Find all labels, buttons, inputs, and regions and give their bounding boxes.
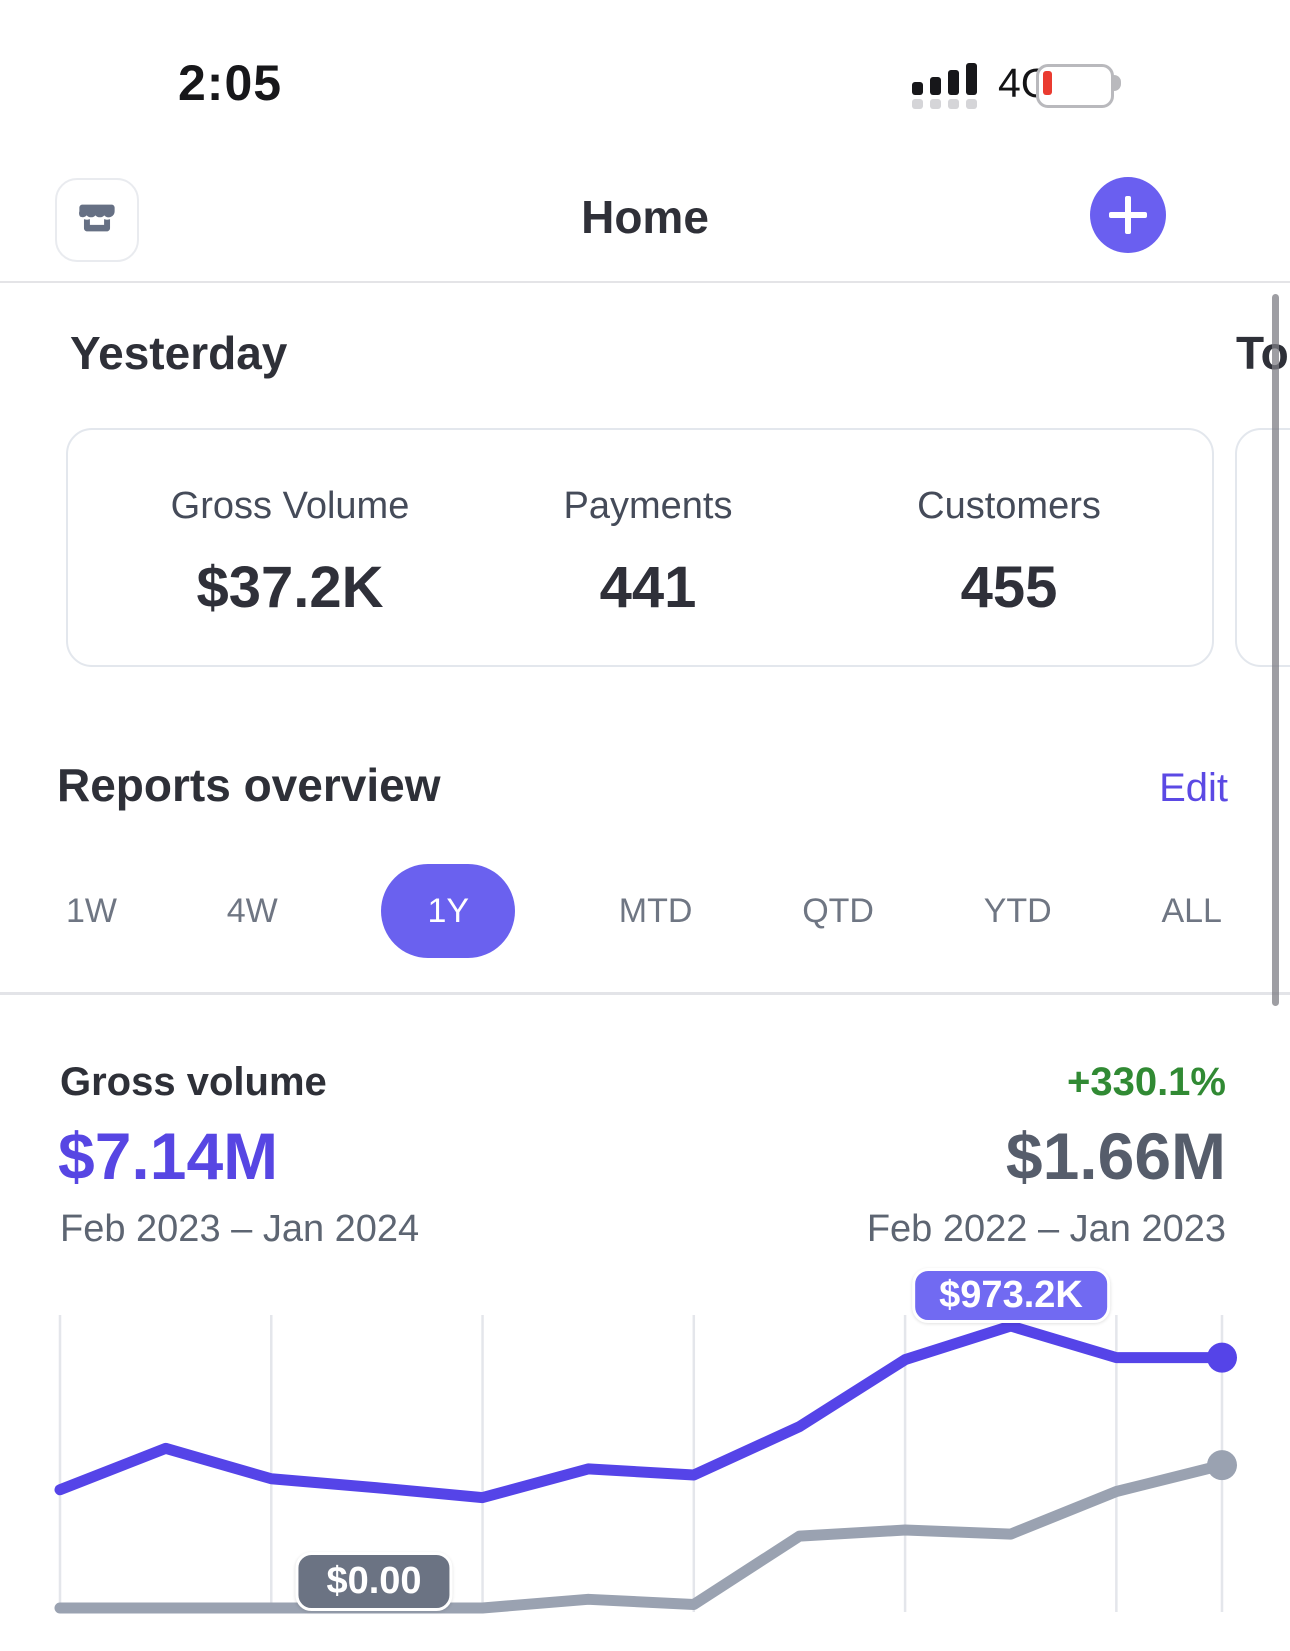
metric-payments: Payments 441 (564, 485, 733, 621)
metric-label: Payments (563, 485, 733, 527)
metric-value: $37.2K (196, 555, 384, 620)
header-divider (0, 281, 1290, 283)
battery-fill (1043, 71, 1052, 95)
add-button[interactable] (1090, 177, 1166, 253)
signal-bar-2 (930, 77, 941, 95)
signal-bar-1 (912, 82, 923, 95)
store-switcher-button[interactable] (55, 178, 139, 262)
metric-value: 441 (599, 555, 697, 620)
today-metrics-card-partial[interactable] (1235, 428, 1290, 667)
date-range-tabs: 1W 4W 1Y MTD QTD YTD ALL (60, 864, 1228, 958)
tab-ytd[interactable]: YTD (983, 892, 1052, 930)
metric-customers: Customers 455 (917, 485, 1101, 621)
tab-all[interactable]: ALL (1161, 892, 1222, 930)
section-divider (0, 992, 1290, 995)
yesterday-metrics-card[interactable]: Gross Volume $37.2K Payments 441 Custome… (66, 428, 1214, 667)
gross-volume-previous-total: $1.66M (1005, 1119, 1226, 1193)
tab-qtd[interactable]: QTD (802, 892, 874, 930)
signal-bar-3 (948, 70, 959, 95)
gross-volume-change-badge: +330.1% (1066, 1060, 1226, 1104)
previous-period-label: Feb 2022 – Jan 2023 (866, 1208, 1226, 1250)
tab-1y-selected[interactable]: 1Y (381, 864, 516, 958)
signal-base-dots-icon (912, 99, 990, 109)
metric-value: 455 (960, 555, 1058, 620)
chart-series-line (54, 1320, 1228, 1504)
page-title: Home (581, 191, 709, 243)
reports-overview-heading: Reports overview (57, 759, 441, 811)
vertical-scrollbar[interactable] (1272, 294, 1279, 1006)
chart-series-line (54, 1459, 1228, 1614)
yesterday-heading: Yesterday (70, 327, 288, 379)
metric-label: Customers (917, 485, 1101, 527)
chart-endpoint-dot (1207, 1342, 1237, 1373)
metric-gross-volume: Gross Volume $37.2K (171, 485, 410, 621)
chart-endpoint-dot (1207, 1450, 1237, 1481)
current-period-label: Feb 2023 – Jan 2024 (60, 1208, 420, 1250)
tab-mtd[interactable]: MTD (618, 892, 693, 930)
tab-1w[interactable]: 1W (66, 892, 117, 930)
gross-volume-current-total: $7.14M (58, 1119, 279, 1193)
storefront-icon (74, 195, 120, 246)
cellular-signal-icon (912, 61, 990, 95)
chart-tooltip-previous: $0.00 (295, 1552, 453, 1611)
gross-volume-title: Gross volume (60, 1060, 327, 1104)
status-time: 2:05 (178, 55, 283, 111)
chart-tooltip-current: $973.2K (912, 1268, 1110, 1323)
edit-reports-link[interactable]: Edit (1159, 766, 1228, 810)
today-heading-partial: To (1236, 327, 1289, 379)
metric-label: Gross Volume (170, 485, 410, 527)
signal-bar-4 (966, 63, 977, 95)
battery-cap (1113, 75, 1121, 91)
tab-4w[interactable]: 4W (226, 892, 278, 930)
